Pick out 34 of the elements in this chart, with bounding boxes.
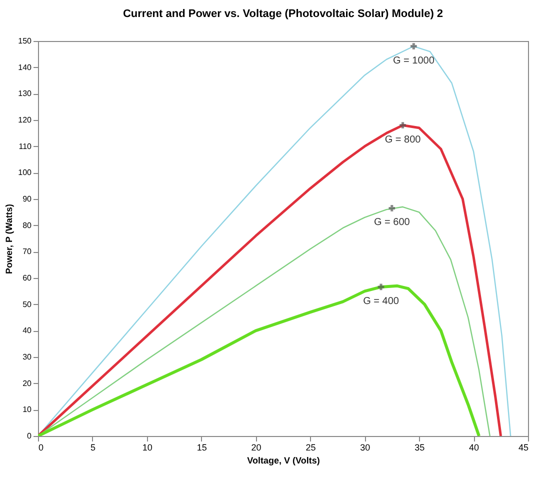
annotation: G = 1000 bbox=[392, 55, 435, 66]
y-tick-label: 120 bbox=[18, 116, 32, 124]
y-tick-label: 50 bbox=[22, 300, 32, 309]
y-tick-label: 110 bbox=[18, 142, 32, 151]
y-axis-title: Power, P (Watts) bbox=[4, 204, 14, 274]
y-tick-label: 70 bbox=[22, 247, 32, 256]
x-tick-label: 5 bbox=[90, 442, 96, 452]
x-tick-label: 25 bbox=[306, 442, 316, 452]
x-tick-label: 0 bbox=[38, 442, 44, 452]
y-tick-label: 90 bbox=[22, 194, 32, 204]
line-series bbox=[38, 284, 480, 436]
x-tick-label: 45 bbox=[518, 442, 528, 452]
y-tick-label: 30 bbox=[22, 352, 32, 362]
x-tick-label: 40 bbox=[469, 442, 480, 452]
y-tick-label: 80 bbox=[22, 220, 32, 230]
x-axis-title: Voltage, V (Volts) bbox=[247, 456, 320, 466]
y-tick-label: 0 bbox=[27, 432, 32, 440]
x-tick-label: 35 bbox=[414, 442, 425, 452]
annotation: G = 600 bbox=[374, 217, 410, 228]
x-tick-label: 15 bbox=[196, 442, 207, 452]
x-tick-label: 20 bbox=[251, 442, 262, 452]
y-tick-label: 150 bbox=[18, 36, 32, 46]
y-tick-label: 130 bbox=[18, 89, 32, 98]
annotation: G = 400 bbox=[363, 296, 400, 307]
y-tick-label: 10 bbox=[22, 405, 32, 414]
annotation: G = 800 bbox=[384, 134, 422, 146]
y-tick-label: 20 bbox=[22, 378, 32, 388]
y-tick-label: 100 bbox=[18, 168, 32, 178]
x-tick-label: 30 bbox=[360, 442, 370, 452]
y-tick-label: 140 bbox=[18, 62, 32, 72]
y-tick-label: 40 bbox=[22, 326, 32, 336]
x-tick-label: 10 bbox=[142, 442, 152, 452]
chart-title: Current and Power vs. Voltage (Photovoltaic Solar) Module) 2 bbox=[122, 8, 444, 20]
y-tick-label: 60 bbox=[22, 274, 32, 282]
